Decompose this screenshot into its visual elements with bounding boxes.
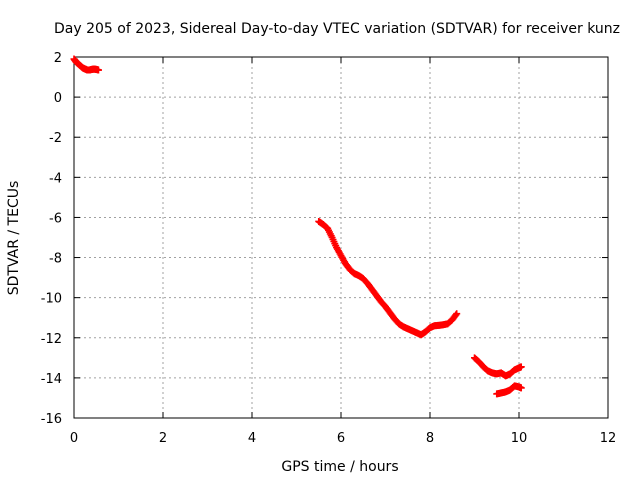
x-axis-label: GPS time / hours [281,459,398,475]
data-points [70,55,525,398]
series-segment-2 [315,217,461,339]
x-tick-label: 12 [600,431,617,446]
x-tick-label: 6 [337,431,345,446]
x-tick-label: 10 [511,431,528,446]
data-point [453,310,461,318]
x-tick-label: 2 [159,431,167,446]
y-axis-label: SDTVAR / TECUs [6,181,22,296]
grid-lines [74,57,608,418]
series-segment-3 [471,354,525,380]
chart-title: Day 205 of 2023, Sidereal Day-to-day VTE… [54,21,620,37]
data-point [517,363,525,371]
data-point [452,311,460,319]
x-tick-label: 4 [248,431,256,446]
y-tick-label: 2 [54,51,62,66]
axis-ticks: 0 2 4 6 8 10 12 2 0 -2 -4 -6 -8 -10 -12 -14 -16 [41,51,617,446]
y-tick-label: -2 [49,131,62,146]
series-segment-4 [493,382,525,398]
y-tick-label: -10 [41,292,62,307]
y-tick-label: -16 [41,412,62,427]
y-tick-label: -14 [41,372,62,387]
y-tick-label: -8 [49,252,62,267]
x-tick-label: 0 [70,431,78,446]
x-tick-label: 8 [426,431,434,446]
y-tick-label: -6 [49,211,62,226]
y-tick-label: -12 [41,332,62,347]
y-tick-label: -4 [49,171,62,186]
series-segment-1 [70,55,102,74]
data-point [517,384,525,392]
data-point [94,66,102,74]
y-tick-label: 0 [54,91,62,106]
